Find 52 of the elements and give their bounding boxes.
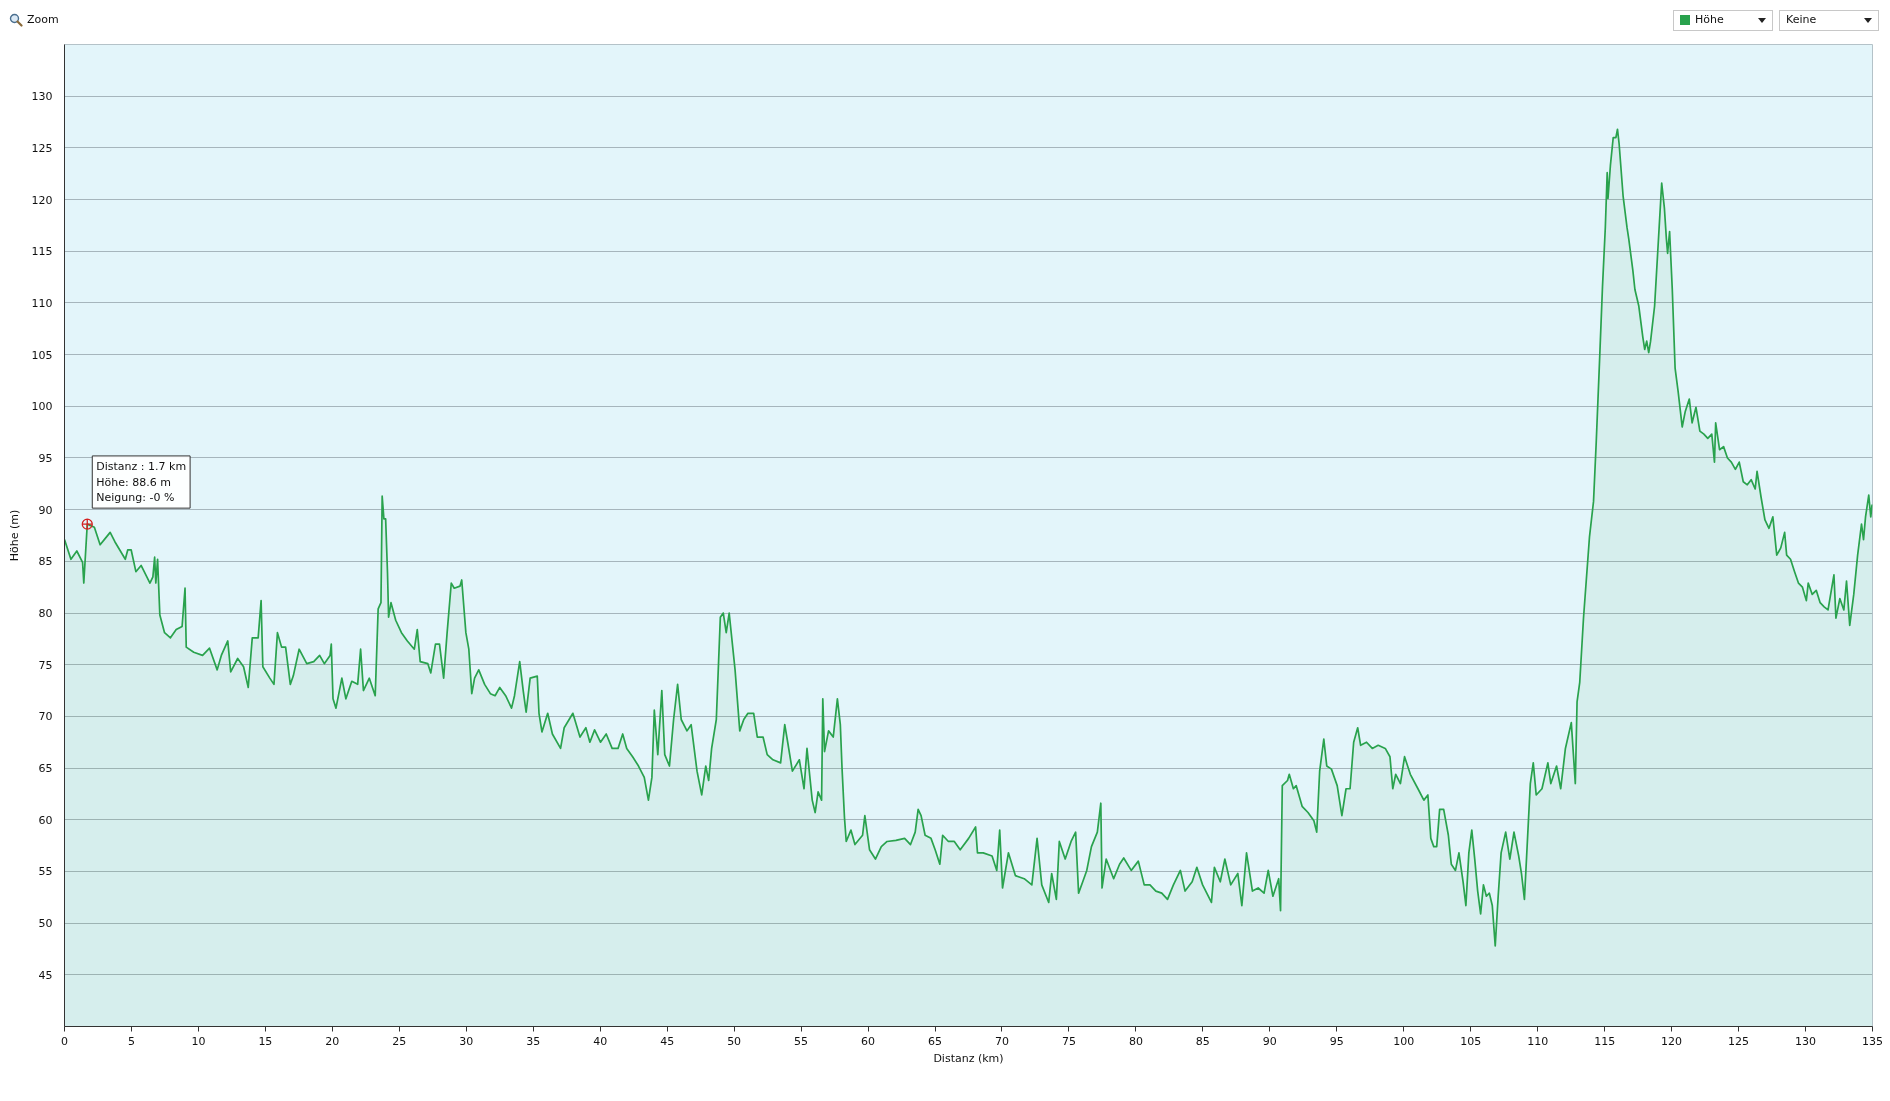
x-tick-label: 35: [526, 1034, 541, 1048]
y-tick-label: 100: [31, 400, 53, 414]
x-tick-label: 40: [593, 1034, 608, 1048]
x-tick-label: 115: [1594, 1034, 1616, 1048]
y-tick-label: 75: [38, 658, 53, 672]
y-tick-label: 110: [31, 296, 53, 310]
x-tick-label: 110: [1527, 1034, 1549, 1048]
x-tick-label: 20: [325, 1034, 340, 1048]
x-tick-label: 0: [61, 1034, 68, 1048]
x-tick-label: 130: [1795, 1034, 1817, 1048]
x-tick-label: 90: [1262, 1034, 1277, 1048]
x-tick-label: 70: [994, 1034, 1009, 1048]
y-tick-label: 65: [38, 762, 53, 776]
y-axis-title: Höhe (m): [7, 509, 21, 562]
y-tick-label: 50: [38, 917, 53, 931]
y-tick-label: 90: [38, 503, 53, 517]
x-tick-label: 100: [1393, 1034, 1415, 1048]
x-tick-label: 75: [1061, 1034, 1076, 1048]
legend-label: Höhe: [1695, 12, 1724, 28]
y-tick-label: 80: [38, 607, 53, 621]
y-tick-label: 95: [38, 451, 53, 465]
y-tick-label: 70: [38, 710, 53, 724]
y-tick-label: 55: [38, 865, 53, 879]
text: Zoom: [27, 12, 59, 28]
x-tick-label: 55: [794, 1034, 809, 1048]
y-tick-label: 105: [31, 348, 53, 362]
y-tick-label: 130: [31, 90, 53, 104]
text: Keine: [1786, 12, 1817, 28]
x-tick-label: 120: [1661, 1034, 1683, 1048]
x-tick-label: 60: [861, 1034, 876, 1048]
x-tick-label: 135: [1862, 1034, 1883, 1048]
x-tick-label: 50: [727, 1034, 742, 1048]
x-tick-label: 105: [1460, 1034, 1482, 1048]
y-tick-label: 125: [31, 141, 53, 155]
x-tick-label: 45: [660, 1034, 675, 1048]
y-tick-label: 85: [38, 555, 53, 569]
x-tick-label: 10: [191, 1034, 206, 1048]
y-tick-label: 60: [38, 813, 53, 827]
x-tick-label: 5: [127, 1034, 135, 1048]
y-tick-label: 115: [31, 245, 53, 259]
x-tick-label: 95: [1329, 1034, 1344, 1048]
x-tick-label: 15: [258, 1034, 273, 1048]
x-tick-label: 125: [1728, 1034, 1750, 1048]
x-axis-title: Distanz (km): [933, 1051, 1004, 1065]
x-tick-label: 65: [928, 1034, 943, 1048]
x-tick-label: 85: [1195, 1034, 1210, 1048]
x-tick-label: 30: [459, 1034, 474, 1048]
y-tick-label: 45: [38, 968, 53, 982]
x-tick-label: 80: [1128, 1034, 1143, 1048]
x-tick-label: 25: [392, 1034, 407, 1048]
y-tick-label: 120: [31, 193, 53, 207]
annotation: Distanz : 1.7 km Höhe: 88.6 m Neigung: -0 %: [96, 459, 187, 505]
